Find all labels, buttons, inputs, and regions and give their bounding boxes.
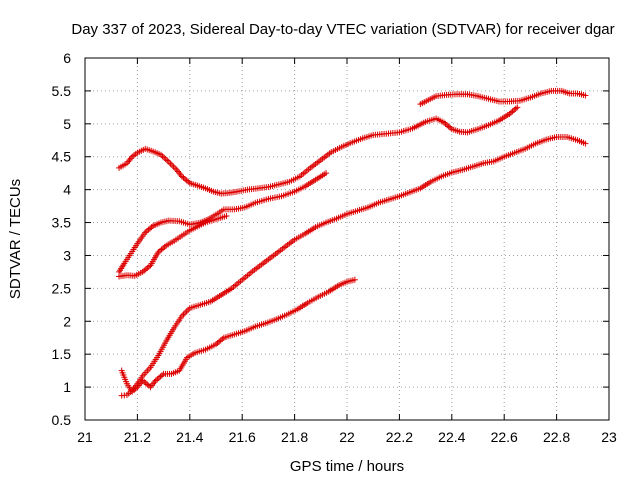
y-tick-label: 0.5 xyxy=(52,412,72,428)
x-tick-label: 21.2 xyxy=(124,429,151,445)
data-point-satellite-trace-3 xyxy=(323,170,330,177)
y-tick-label: 3 xyxy=(63,247,71,263)
x-tick-label: 21 xyxy=(77,429,93,445)
x-tick-label: 21.8 xyxy=(281,429,308,445)
x-tick-label: 21.4 xyxy=(176,429,203,445)
y-axis-label: SDTVAR / TECUs xyxy=(7,179,24,299)
y-tick-label: 2.5 xyxy=(52,280,72,296)
data-point-satellite-trace-5 xyxy=(582,140,589,147)
x-tick-label: 21.6 xyxy=(229,429,256,445)
x-tick-label: 22 xyxy=(339,429,355,445)
y-tick-label: 4.5 xyxy=(52,149,72,165)
y-tick-label: 1.5 xyxy=(52,346,72,362)
y-tick-label: 1 xyxy=(63,379,71,395)
x-tick-label: 22.2 xyxy=(386,429,413,445)
data-point-satellite-trace-1 xyxy=(514,104,521,111)
data-point-satellite-trace-4 xyxy=(223,212,230,219)
x-tick-label: 22.6 xyxy=(491,429,518,445)
axis-ticks xyxy=(84,57,610,421)
y-tick-label: 5.5 xyxy=(52,83,72,99)
grid-lines xyxy=(85,58,609,420)
x-axis-label: GPS time / hours xyxy=(290,458,404,475)
data-points xyxy=(116,87,589,399)
y-tick-label: 3.5 xyxy=(52,215,72,231)
chart-title: Day 337 of 2023, Sidereal Day-to-day VTE… xyxy=(71,21,614,38)
tick-labels: 21 21.2 21.4 21.6 21.8 22 22.2 22.4 22.6 22.8 230.… xyxy=(52,50,617,445)
y-tick-label: 5 xyxy=(63,116,71,132)
y-tick-label: 6 xyxy=(63,50,71,66)
x-tick-label: 22.8 xyxy=(543,429,570,445)
y-tick-label: 2 xyxy=(63,313,71,329)
x-tick-label: 23 xyxy=(601,429,617,445)
x-tick-label: 22.4 xyxy=(438,429,465,445)
y-tick-label: 4 xyxy=(63,182,71,198)
data-point-satellite-trace-6 xyxy=(351,276,358,283)
data-point-satellite-trace-2 xyxy=(582,92,589,99)
